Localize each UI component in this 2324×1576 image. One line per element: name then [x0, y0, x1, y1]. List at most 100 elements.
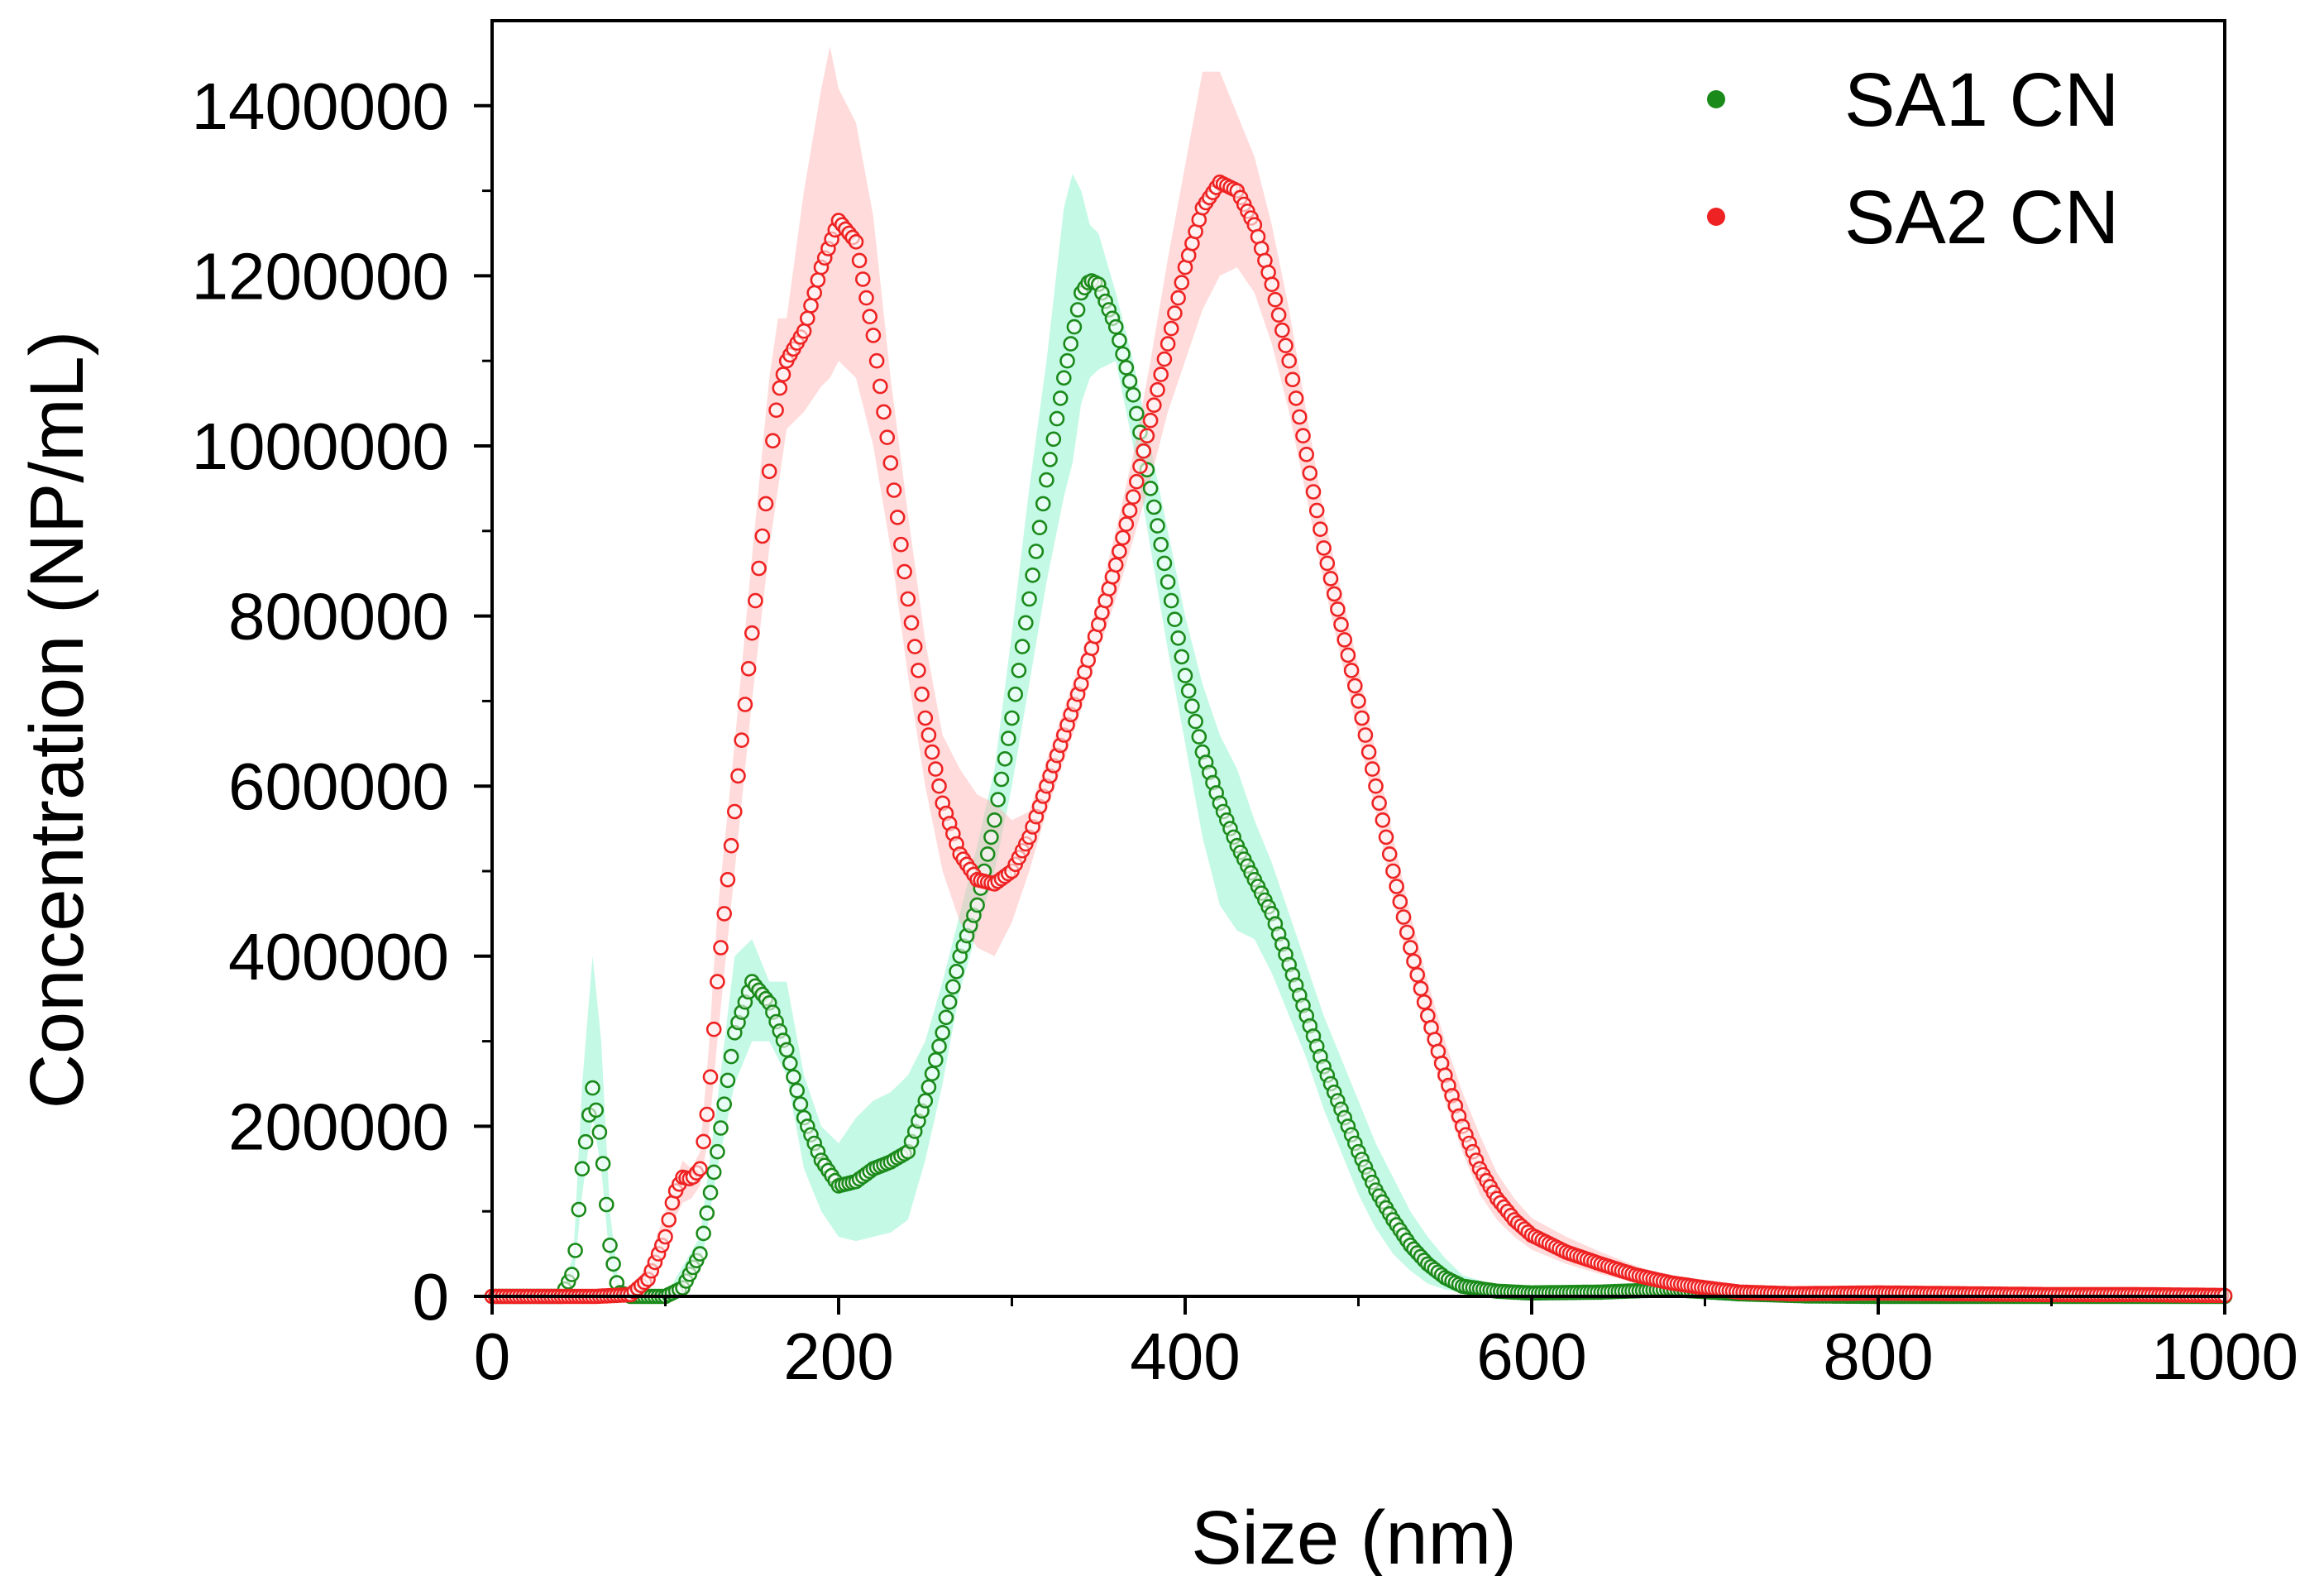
data-point [1052, 390, 1069, 406]
data-point [1112, 544, 1127, 559]
y-tick-label: 600000 [228, 750, 449, 823]
data-point [1115, 346, 1131, 362]
data-point [577, 1133, 594, 1150]
data-point [1025, 567, 1040, 583]
data-point [1066, 319, 1083, 335]
data-point [1056, 370, 1072, 386]
data-point [1378, 829, 1394, 845]
data-point [792, 1096, 809, 1112]
data-point [882, 455, 899, 471]
data-point [696, 1225, 711, 1242]
data-point [990, 792, 1006, 807]
y-tick-label: 800000 [228, 580, 449, 654]
data-point [1150, 381, 1165, 398]
data-point [1001, 731, 1016, 746]
data-point [799, 310, 815, 327]
data-point [574, 1161, 591, 1177]
data-point [730, 768, 746, 784]
data-point [924, 744, 940, 760]
data-point [1156, 555, 1173, 572]
data-point [602, 1238, 618, 1253]
data-point [585, 1080, 600, 1096]
data-point [692, 1246, 708, 1262]
data-point [716, 1096, 733, 1112]
data-point [983, 829, 999, 845]
y-tick-label: 1400000 [192, 69, 449, 143]
data-point [754, 528, 771, 544]
data-point [987, 812, 1002, 828]
data-point [1121, 373, 1138, 390]
data-point [1392, 893, 1408, 910]
data-point [1399, 924, 1415, 941]
data-point [720, 1072, 736, 1089]
data-point [1347, 678, 1363, 694]
data-point [906, 639, 923, 654]
data-point [900, 591, 916, 607]
data-point [1049, 410, 1065, 427]
data-point [1167, 611, 1183, 628]
data-point [889, 510, 906, 525]
data-point [1142, 412, 1159, 429]
data-point [1170, 290, 1186, 306]
legend-marker-sa1 [1707, 90, 1725, 108]
legend: SA1 CN SA2 CN [1707, 58, 2119, 260]
data-point [1365, 761, 1380, 777]
legend-marker-sa2 [1707, 208, 1725, 226]
data-point [1389, 879, 1404, 894]
data-point [705, 1021, 722, 1037]
data-point [1125, 386, 1141, 403]
data-point [1177, 668, 1193, 683]
data-point [1021, 591, 1037, 607]
data-point [1028, 544, 1045, 559]
data-point [796, 323, 812, 339]
data-point [571, 1201, 587, 1218]
data-point [1174, 649, 1190, 665]
data-point [1160, 336, 1176, 352]
data-point [1295, 428, 1311, 444]
data-point [931, 1038, 947, 1055]
data-point [761, 463, 777, 480]
data-point [1340, 647, 1356, 663]
data-point [1354, 710, 1370, 726]
data-point [873, 378, 888, 395]
data-point [941, 994, 958, 1010]
y-tick-labels: 0 200000 400000 600000 800000 1000000 1200000 1… [192, 69, 449, 1334]
data-point [782, 1056, 798, 1071]
data-point [720, 872, 736, 888]
data-point [699, 1106, 715, 1123]
data-point [588, 1102, 605, 1119]
data-point [716, 906, 733, 922]
data-point [661, 1212, 677, 1228]
data-point [1118, 516, 1135, 532]
data-point [605, 1256, 621, 1272]
data-point [803, 298, 819, 314]
y-tick-label: 0 [413, 1260, 450, 1334]
data-point [740, 660, 757, 677]
data-point [921, 727, 937, 743]
y-axis-title: Concentration (NP/mL) [15, 331, 99, 1109]
data-point [713, 1120, 729, 1136]
data-point [862, 309, 877, 325]
data-point [1107, 557, 1124, 573]
data-point [1136, 443, 1151, 459]
data-point [591, 1124, 608, 1140]
data-point [1308, 502, 1325, 519]
data-point [758, 496, 774, 512]
data-point [903, 615, 920, 631]
data-point [1035, 496, 1051, 512]
data-point [699, 1205, 715, 1221]
data-point [1118, 360, 1135, 376]
data-point [1163, 320, 1179, 337]
data-point [949, 964, 964, 980]
data-point [723, 837, 739, 854]
data-points [484, 175, 2233, 1305]
data-point [876, 404, 892, 420]
data-point [911, 663, 926, 678]
data-point [993, 771, 1010, 788]
data-point [1416, 994, 1432, 1010]
data-point [1292, 409, 1308, 425]
data-point [1163, 592, 1179, 609]
data-point [696, 1133, 711, 1150]
data-point [748, 592, 763, 609]
data-point [1167, 305, 1183, 321]
